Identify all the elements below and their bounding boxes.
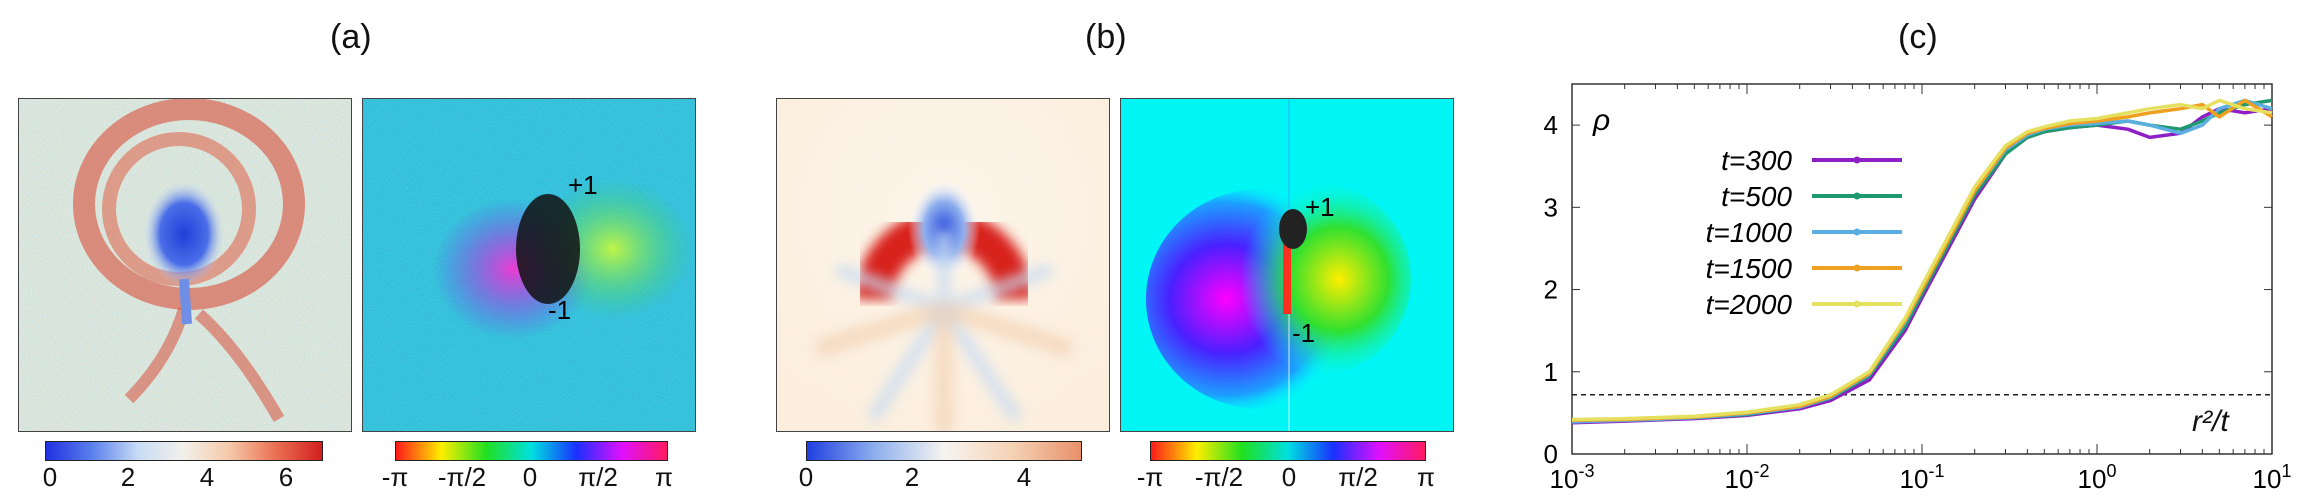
panel-a-phase-colorbar xyxy=(395,441,668,461)
chart-series-lines xyxy=(1571,98,2273,425)
legend-marker xyxy=(1853,156,1861,164)
panel-a-density-colorbar xyxy=(45,441,323,461)
legend-marker xyxy=(1853,192,1861,200)
panel-b-defect-minus: -1 xyxy=(1292,318,1316,348)
chart-legend: t=300 t=500 t=1000 t=1500 t=2000 xyxy=(1706,145,1902,320)
panel-b-phase-tick: 0 xyxy=(1281,462,1297,492)
y-tick-label: 3 xyxy=(1544,192,1558,222)
panel-b-phase-svg xyxy=(1121,99,1453,431)
legend-label: t=300 xyxy=(1721,145,1792,176)
panel-a-label: (a) xyxy=(330,18,372,56)
y-tick-label: 4 xyxy=(1544,110,1558,140)
panel-a-phase-svg xyxy=(363,99,695,431)
legend-label: t=1500 xyxy=(1706,253,1793,284)
y-tick-label: 2 xyxy=(1544,275,1558,305)
series-line-t-1500 xyxy=(1571,98,2273,423)
panel-a-phase-map xyxy=(362,98,696,432)
series-line-t-300 xyxy=(1571,106,2273,425)
panel-a-defect-minus: -1 xyxy=(548,295,572,325)
panel-b-density-tick: 4 xyxy=(1016,462,1032,492)
x-tick-label: 10-3 xyxy=(1550,461,1595,494)
panel-a-density-tick: 6 xyxy=(278,462,294,492)
panel-a-phase-tick: π xyxy=(655,462,673,492)
panel-a-density-map xyxy=(18,98,352,432)
series-line-t-2000 xyxy=(1571,98,2273,422)
y-tick-label: 0 xyxy=(1544,439,1558,469)
panel-b-density-svg xyxy=(777,99,1109,431)
panel-b-phase-tick: π xyxy=(1417,462,1435,492)
panel-b-defect-plus: +1 xyxy=(1305,192,1335,222)
x-tick-label: 10-2 xyxy=(1725,461,1770,494)
y-axis-label: ρ xyxy=(1592,104,1610,137)
x-axis-label-display: r²/t xyxy=(2192,405,2229,439)
panel-b-density-tick: 0 xyxy=(798,462,814,492)
panel-b-phase-tick: -π xyxy=(1136,462,1164,492)
panel-a-density-tick: 4 xyxy=(199,462,215,492)
panel-b-phase-tick: -π/2 xyxy=(1194,462,1244,492)
panel-a-density-svg xyxy=(19,99,351,431)
x-axis-label-text: r²/t xyxy=(2192,405,2229,438)
panel-b-label: (b) xyxy=(1085,18,1127,56)
panel-a-defect-plus: +1 xyxy=(568,170,598,200)
x-tick-label: 101 xyxy=(2253,461,2292,494)
chart-frame xyxy=(1571,83,2273,455)
panel-a-phase-tick: -π xyxy=(381,462,409,492)
panel-b-phase-colorbar xyxy=(1150,441,1426,461)
panel-b-phase-map xyxy=(1120,98,1454,432)
panel-a-density-tick: 0 xyxy=(42,462,58,492)
legend-label: t=500 xyxy=(1721,181,1792,212)
panel-b-phase-tick: π/2 xyxy=(1338,462,1378,492)
panel-a-density-tick: 2 xyxy=(120,462,136,492)
legend-marker xyxy=(1853,264,1861,272)
panel-b-density-map xyxy=(776,98,1110,432)
legend-label: t=2000 xyxy=(1706,289,1793,320)
x-tick-label: 10-1 xyxy=(1900,461,1945,494)
panel-c-label: (c) xyxy=(1898,18,1938,56)
series-line-t-500 xyxy=(1571,98,2273,423)
legend-label: t=1000 xyxy=(1706,217,1793,248)
y-tick-label: 1 xyxy=(1544,357,1558,387)
plot-area xyxy=(1571,83,2273,455)
panel-b-density-tick: 2 xyxy=(904,462,920,492)
panel-a-phase-tick: 0 xyxy=(522,462,538,492)
panel-b-density-colorbar xyxy=(806,441,1082,461)
legend-marker xyxy=(1853,228,1861,236)
panel-a-phase-tick: -π/2 xyxy=(437,462,487,492)
series-line-t-1000 xyxy=(1571,98,2273,424)
panel-a-phase-tick: π/2 xyxy=(578,462,618,492)
x-tick-label: 100 xyxy=(2078,461,2117,494)
legend-marker xyxy=(1853,300,1861,308)
chart-ticks: 0 1 2 3 4 10-3 10-2 10-1 100 101 xyxy=(1544,84,2292,494)
